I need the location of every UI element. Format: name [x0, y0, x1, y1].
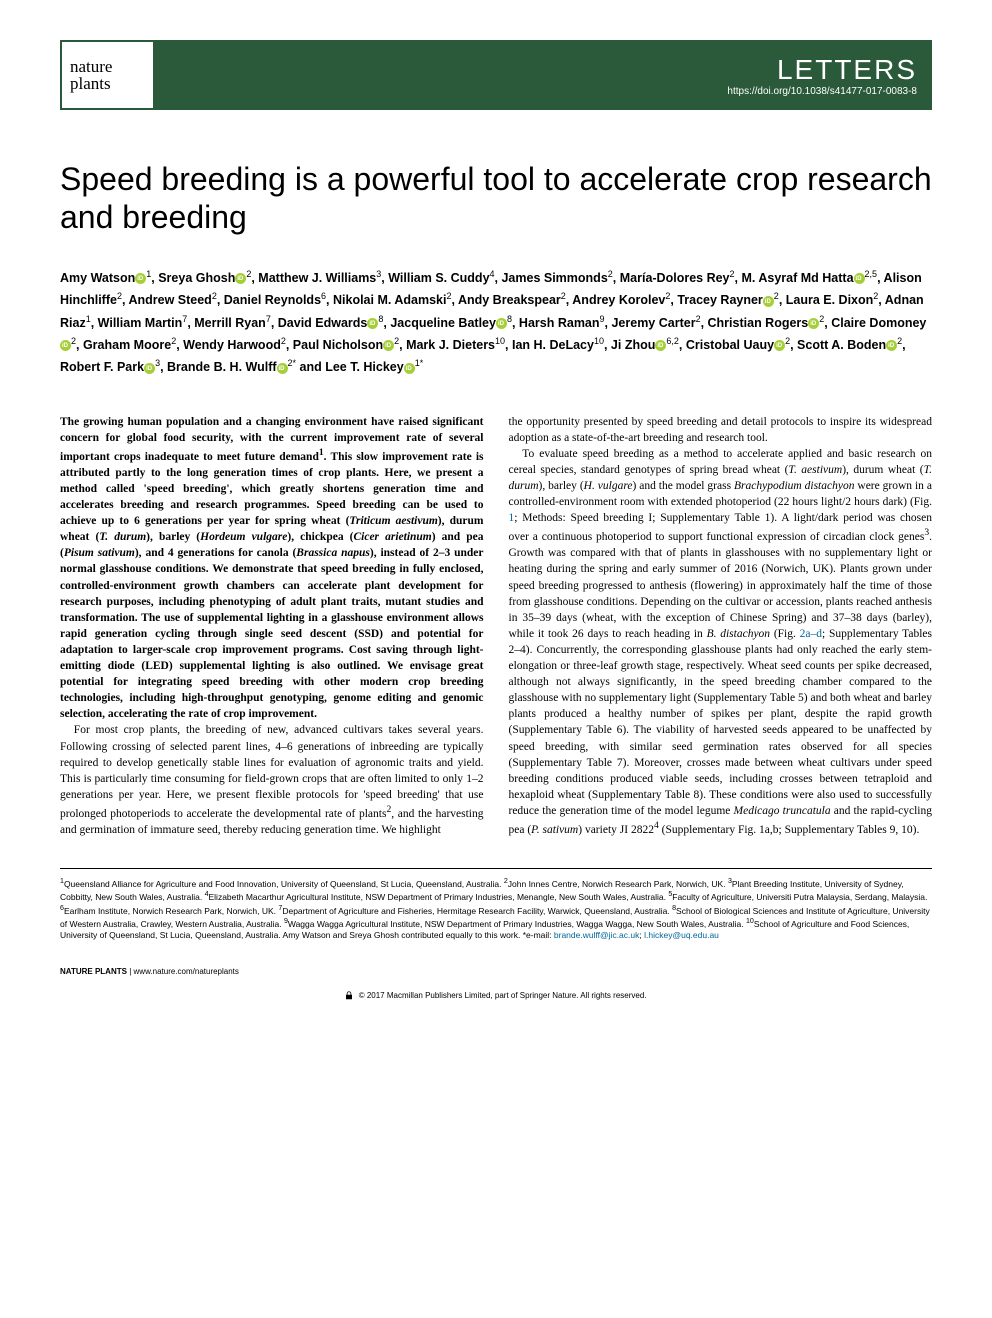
- logo-line2: plants: [70, 75, 153, 92]
- body-paragraph-2: the opportunity presented by speed breed…: [509, 414, 933, 446]
- authors-list: Amy Watson1, Sreya Ghosh2, Matthew J. Wi…: [60, 267, 932, 379]
- doi-link[interactable]: https://doi.org/10.1038/s41477-017-0083-…: [727, 86, 917, 97]
- footer-journal-name: NATURE PLANTS: [60, 967, 127, 976]
- affiliations-block: 1Queensland Alliance for Agriculture and…: [60, 868, 932, 942]
- footer-journal-line: NATURE PLANTS | www.nature.com/naturepla…: [60, 967, 932, 976]
- page-footer: NATURE PLANTS | www.nature.com/naturepla…: [60, 967, 932, 1000]
- body-text: The growing human population and a chang…: [60, 414, 932, 838]
- lock-icon: [345, 991, 353, 1000]
- logo-line1: nature: [70, 58, 153, 75]
- page-container: nature plants LETTERS https://doi.org/10…: [0, 0, 992, 1030]
- article-title: Speed breeding is a powerful tool to acc…: [60, 160, 932, 237]
- journal-logo: nature plants: [60, 40, 155, 110]
- body-paragraph-1: For most crop plants, the breeding of ne…: [60, 722, 484, 837]
- header-banner: nature plants LETTERS https://doi.org/10…: [60, 40, 932, 110]
- abstract-paragraph: The growing human population and a chang…: [60, 414, 484, 723]
- header-green-bar: LETTERS https://doi.org/10.1038/s41477-0…: [155, 40, 932, 110]
- body-paragraph-3: To evaluate speed breeding as a method t…: [509, 446, 933, 838]
- footer-copyright: © 2017 Macmillan Publishers Limited, par…: [60, 991, 932, 1000]
- copyright-text: © 2017 Macmillan Publishers Limited, par…: [359, 991, 647, 1000]
- section-type-label: LETTERS: [777, 54, 917, 86]
- footer-url[interactable]: www.nature.com/natureplants: [134, 967, 239, 976]
